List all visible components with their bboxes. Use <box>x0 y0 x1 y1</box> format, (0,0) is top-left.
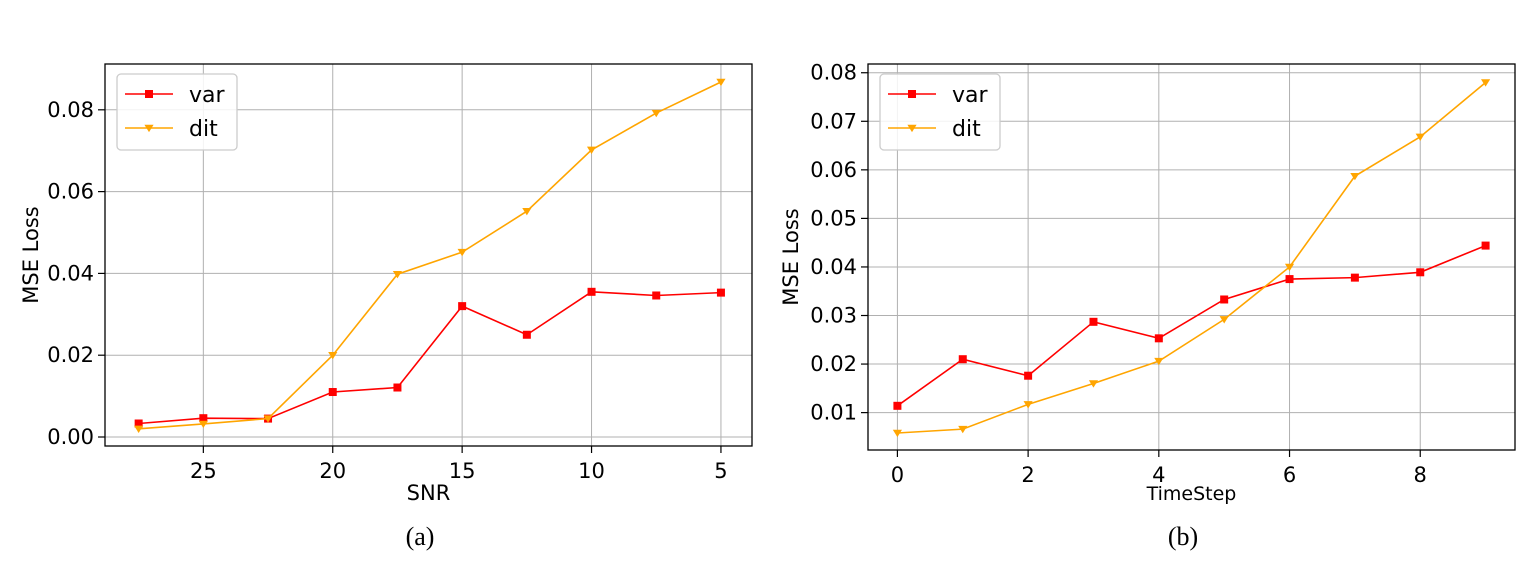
y-tick-label: 0.05 <box>810 206 857 230</box>
x-tick-label: 15 <box>449 459 476 483</box>
y-ticks: 0.01 0.02 0.03 0.04 0.05 0.06 0.07 0.08 <box>810 61 868 425</box>
y-tick-label: 0.07 <box>810 109 857 133</box>
data-point-dit <box>892 429 903 438</box>
legend-label-dit: dit <box>189 117 218 142</box>
data-point-var <box>1350 273 1359 282</box>
legend: var dit <box>879 73 1001 151</box>
y-tick-label: 0.06 <box>47 180 94 204</box>
data-point-var <box>1481 241 1490 250</box>
series-line-dit <box>138 81 722 430</box>
legend-label-var: var <box>189 83 226 108</box>
y-tick-label: 0.06 <box>810 158 857 182</box>
x-tick-label: 2 <box>1021 463 1034 487</box>
legend-marker-dit <box>144 124 154 133</box>
data-point-dit <box>522 208 532 216</box>
series-line-dit <box>897 81 1487 434</box>
y-tick-label: 0.02 <box>47 343 94 367</box>
data-point-var <box>328 388 337 397</box>
data-point-var <box>716 288 725 297</box>
data-point-dit <box>1088 380 1099 388</box>
data-point-dit <box>586 146 597 155</box>
x-tick-label: 8 <box>1414 463 1427 487</box>
data-point-var <box>393 383 402 392</box>
x-tick-label: 10 <box>578 459 605 483</box>
x-tick-label: 6 <box>1283 463 1296 487</box>
data-point-dit <box>716 78 726 87</box>
y-tick-label: 0.08 <box>47 98 94 122</box>
chart-panel-b: 0 2 4 6 8 0.01 0.02 0.03 0.04 0.05 0.06 0.07 0.08 T… <box>779 61 1516 551</box>
series-layer <box>134 78 726 433</box>
data-point-var <box>134 419 143 428</box>
data-point-dit <box>1023 401 1033 409</box>
data-point-var <box>199 414 208 423</box>
x-tick-label: 0 <box>891 463 904 487</box>
x-tick-label: 4 <box>1152 463 1165 487</box>
series-line-var <box>138 290 721 425</box>
data-point-dit <box>1284 263 1295 272</box>
y-tick-label: 0.08 <box>810 61 857 85</box>
series-line-var <box>896 244 1486 407</box>
y-axis-label: MSE Loss <box>779 208 803 305</box>
data-point-dit <box>328 351 338 360</box>
data-point-var <box>1285 275 1294 284</box>
legend-marker-dit <box>907 124 917 133</box>
y-ticks: 0.00 0.02 0.04 0.06 0.08 <box>47 98 105 449</box>
series-layer <box>892 79 1491 438</box>
data-point-var <box>1154 334 1163 343</box>
data-point-dit <box>198 420 208 429</box>
legend: var dit <box>116 73 238 151</box>
data-point-var <box>1024 371 1033 380</box>
data-point-var <box>522 330 531 339</box>
y-tick-label: 0.00 <box>47 425 94 449</box>
y-tick-label: 0.03 <box>810 304 857 328</box>
x-axis-label: TimeStep <box>1146 483 1237 505</box>
x-tick-label: 20 <box>319 459 346 483</box>
x-ticks: 25 20 15 10 5 <box>190 446 728 483</box>
data-point-var <box>458 302 467 311</box>
data-point-dit <box>1350 172 1360 181</box>
axes-frame <box>867 63 1516 451</box>
data-point-var <box>1089 317 1098 326</box>
data-point-dit <box>1415 133 1425 141</box>
y-tick-label: 0.04 <box>47 261 94 285</box>
y-axis-label: MSE Loss <box>19 206 43 303</box>
data-point-var <box>652 291 661 300</box>
y-tick-label: 0.02 <box>810 352 857 376</box>
x-tick-label: 5 <box>714 459 727 483</box>
data-point-dit <box>263 415 273 423</box>
data-point-dit <box>958 425 968 434</box>
chart-panel-a: 25 20 15 10 5 0.00 0.02 0.04 0.06 0.08 SNR MSE L… <box>19 63 753 551</box>
x-axis-label: SNR <box>407 481 451 505</box>
axes-frame <box>104 63 753 447</box>
data-point-dit <box>1480 79 1491 87</box>
data-point-var <box>1220 295 1229 304</box>
legend-label-dit: dit <box>952 117 981 142</box>
data-point-dit <box>457 248 467 257</box>
caption-b: (b) <box>1168 522 1198 551</box>
x-ticks: 0 2 4 6 8 <box>891 450 1427 487</box>
x-tick-label: 25 <box>190 459 217 483</box>
legend-label-var: var <box>952 83 989 108</box>
data-point-var <box>587 287 596 296</box>
data-point-dit <box>651 109 661 118</box>
data-point-dit <box>392 271 403 279</box>
y-tick-label: 0.04 <box>810 255 857 279</box>
caption-a: (a) <box>406 522 435 551</box>
data-point-dit <box>134 425 144 433</box>
data-point-var <box>958 355 967 364</box>
legend-marker-var <box>145 90 153 98</box>
y-tick-label: 0.01 <box>810 401 857 425</box>
data-point-dit <box>1154 357 1164 366</box>
legend-marker-var <box>908 90 916 98</box>
data-point-var <box>893 401 902 410</box>
data-point-dit <box>1219 316 1229 324</box>
data-point-var <box>1416 268 1425 277</box>
